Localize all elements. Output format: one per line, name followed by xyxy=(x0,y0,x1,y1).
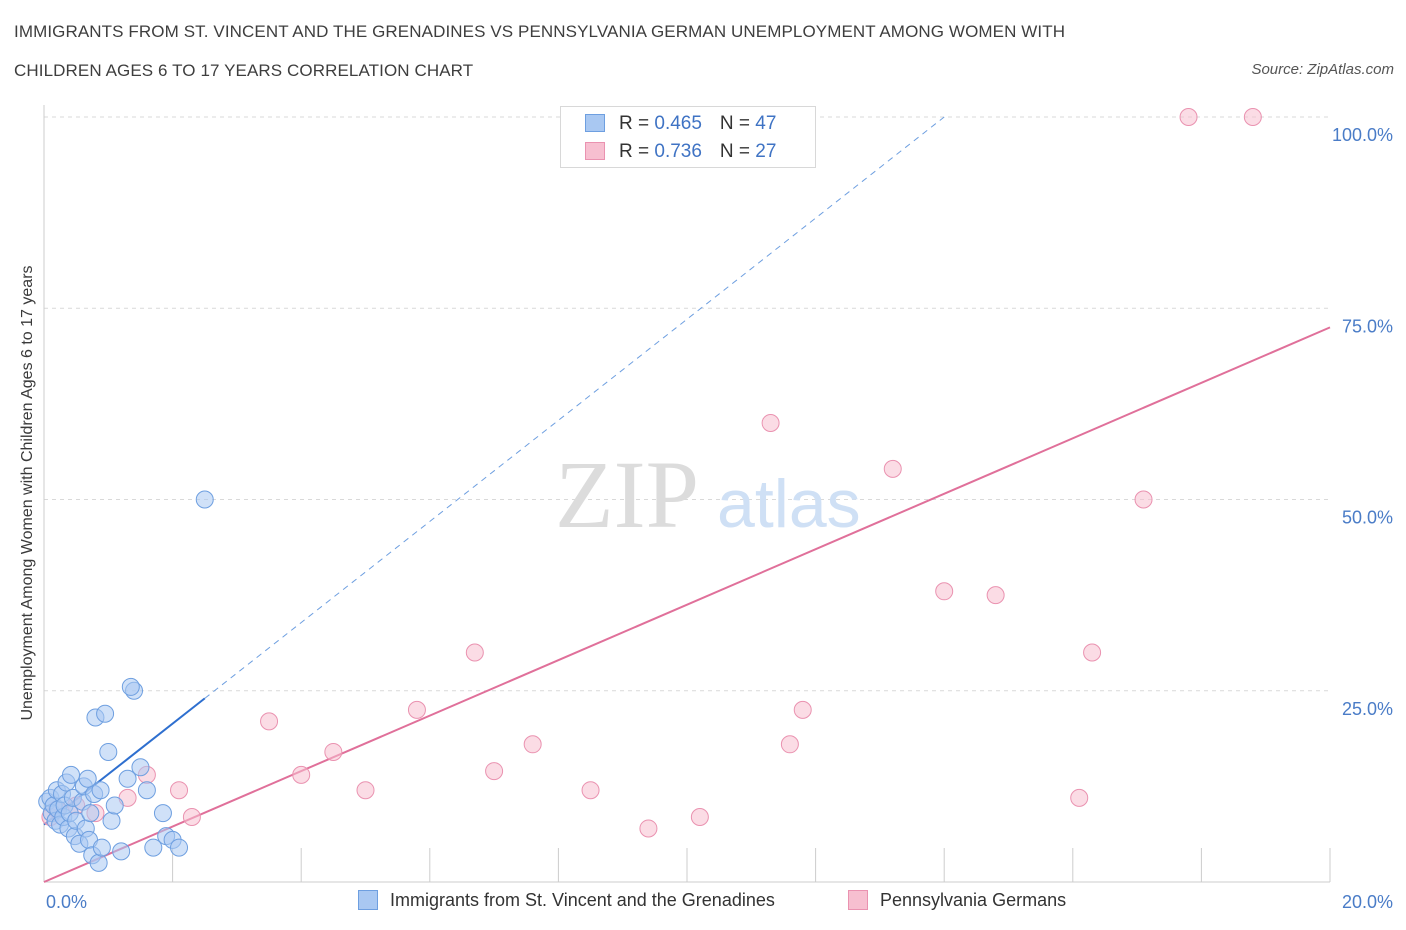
y-tick-label: 50.0% xyxy=(1342,508,1393,528)
series-name-pennsylvania-germans: Pennsylvania Germans xyxy=(880,890,1067,910)
point-immigrants xyxy=(92,838,111,857)
point-pennsylvania-germans xyxy=(690,807,709,826)
y-tick-labels: 25.0% 50.0% 75.0% 100.0% xyxy=(1332,125,1393,719)
point-immigrants xyxy=(62,765,81,784)
point-immigrants xyxy=(118,769,137,788)
point-pennsylvania-germans xyxy=(407,700,426,719)
point-immigrants xyxy=(105,796,124,815)
point-immigrants xyxy=(153,804,172,823)
series-legend-pennsylvania-germans: Pennsylvania Germans xyxy=(848,890,1066,911)
trendline-pennsylvania-germans xyxy=(43,326,1331,883)
point-pennsylvania-germans xyxy=(1134,490,1153,509)
series-swatch-pink xyxy=(848,890,868,910)
point-pennsylvania-germans xyxy=(780,735,799,754)
correlation-legend: R = 0.465 N = 47 R = 0.736 N = 27 xyxy=(560,106,816,168)
point-immigrants xyxy=(131,758,150,777)
point-pennsylvania-germans xyxy=(465,643,484,662)
point-pennsylvania-germans xyxy=(883,459,902,478)
point-pennsylvania-germans xyxy=(935,582,954,601)
point-immigrants xyxy=(78,769,97,788)
chart-title-line-2: CHILDREN AGES 6 TO 17 YEARS CORRELATION … xyxy=(14,61,474,80)
legend-n-label: N = xyxy=(719,141,756,162)
legend-n-value: 47 xyxy=(755,113,777,134)
series-legend-immigrants: Immigrants from St. Vincent and the Gren… xyxy=(358,890,775,911)
point-immigrants xyxy=(96,704,115,723)
point-pennsylvania-germans xyxy=(986,586,1005,605)
point-immigrants xyxy=(99,742,118,761)
trendline-immigrants-extension xyxy=(204,116,945,699)
point-pennsylvania-germans xyxy=(260,712,279,731)
point-pennsylvania-germans xyxy=(1243,108,1262,126)
point-pennsylvania-germans xyxy=(793,700,812,719)
legend-r-value: 0.465 xyxy=(654,113,702,134)
point-pennsylvania-germans xyxy=(761,414,780,432)
point-pennsylvania-germans xyxy=(1070,788,1089,807)
series-swatch-blue xyxy=(358,890,378,910)
legend-n-value: 27 xyxy=(755,141,777,162)
point-immigrants xyxy=(89,853,108,872)
legend-r-label: R = xyxy=(619,113,655,134)
legend-swatch-blue xyxy=(585,114,605,132)
point-immigrants xyxy=(195,490,214,509)
watermark-zip: ZIP xyxy=(555,441,699,548)
point-pennsylvania-germans xyxy=(1083,643,1102,662)
axes xyxy=(43,105,1331,883)
y-tick-label: 100.0% xyxy=(1332,125,1393,145)
point-immigrants xyxy=(91,781,110,800)
x-tick-label: 20.0% xyxy=(1342,892,1393,912)
point-pennsylvania-germans xyxy=(639,819,658,838)
point-pennsylvania-germans xyxy=(182,807,201,826)
point-pennsylvania-germans xyxy=(324,742,343,761)
point-immigrants xyxy=(170,838,189,857)
point-immigrants xyxy=(112,842,131,861)
chart-title-line-1: IMMIGRANTS FROM ST. VINCENT AND THE GREN… xyxy=(14,22,1066,41)
legend-r-label: R = xyxy=(619,141,655,162)
point-immigrants xyxy=(102,811,121,830)
point-immigrants xyxy=(144,838,163,857)
point-pennsylvania-germans xyxy=(485,762,504,781)
point-pennsylvania-germans xyxy=(356,781,375,800)
point-pennsylvania-germans xyxy=(170,781,189,800)
point-pennsylvania-germans xyxy=(1179,108,1198,126)
watermark-atlas: atlas xyxy=(717,466,861,542)
point-immigrants xyxy=(81,804,100,823)
legend-row-pennsylvania-germans: R = 0.736 N = 27 xyxy=(585,141,776,165)
point-pennsylvania-germans xyxy=(292,765,311,784)
data-points xyxy=(38,108,1262,872)
legend-n-label: N = xyxy=(719,113,756,134)
x-tick-label: 0.0% xyxy=(46,892,87,912)
point-pennsylvania-germans xyxy=(581,781,600,800)
y-tick-label: 25.0% xyxy=(1342,699,1393,719)
series-name-immigrants: Immigrants from St. Vincent and the Gren… xyxy=(390,890,775,910)
point-immigrants xyxy=(137,781,156,800)
legend-row-immigrants: R = 0.465 N = 47 xyxy=(585,113,776,137)
y-tick-label: 75.0% xyxy=(1342,316,1393,336)
source-label: Source: ZipAtlas.com xyxy=(1251,61,1394,78)
point-pennsylvania-germans xyxy=(523,735,542,754)
point-immigrants xyxy=(121,677,140,696)
legend-r-value: 0.736 xyxy=(654,141,702,162)
legend-swatch-pink xyxy=(585,142,605,160)
x-tick-labels: 0.0% 20.0% xyxy=(46,892,1393,912)
